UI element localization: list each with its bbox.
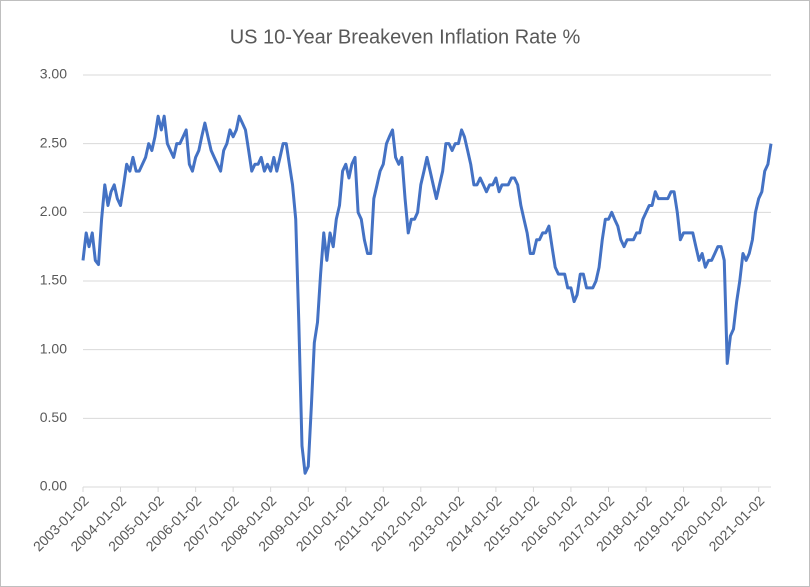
y-tick-label: 0.00 [40, 478, 67, 494]
data-line [81, 114, 773, 475]
y-tick-label: 2.00 [40, 203, 67, 219]
y-tick-label: 1.00 [40, 340, 67, 356]
y-tick-label: 2.50 [40, 134, 67, 150]
y-tick-label: 0.50 [40, 409, 67, 425]
chart-title: US 10-Year Breakeven Inflation Rate % [230, 26, 581, 48]
y-tick-label: 1.50 [40, 272, 67, 288]
y-tick-label: 3.00 [40, 66, 67, 82]
